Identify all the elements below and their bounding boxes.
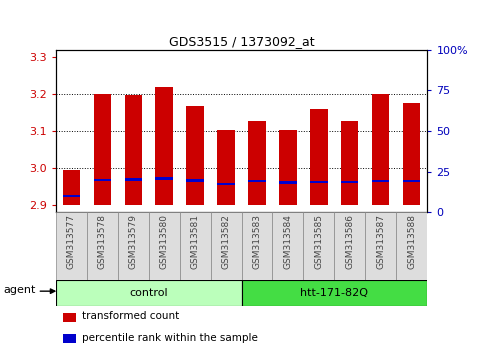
Bar <box>211 212 242 280</box>
Bar <box>94 179 111 182</box>
Bar <box>63 313 76 322</box>
Bar <box>56 280 242 306</box>
Text: GSM313585: GSM313585 <box>314 215 324 269</box>
Bar <box>311 109 327 205</box>
Bar <box>403 179 421 182</box>
Text: GSM313586: GSM313586 <box>345 215 355 269</box>
Bar <box>62 195 80 198</box>
Bar <box>403 103 421 205</box>
Bar <box>242 280 427 306</box>
Bar <box>248 179 266 182</box>
Text: GSM313587: GSM313587 <box>376 215 385 269</box>
Bar <box>117 212 149 280</box>
Text: GSM313584: GSM313584 <box>284 215 293 269</box>
Bar <box>56 212 86 280</box>
Bar <box>156 87 172 205</box>
Bar <box>149 212 180 280</box>
Text: GSM313577: GSM313577 <box>67 215 75 269</box>
Bar <box>280 182 297 184</box>
Bar <box>341 181 358 183</box>
Bar <box>248 121 266 205</box>
Bar <box>303 212 334 280</box>
Bar <box>186 106 203 205</box>
Bar <box>372 94 389 205</box>
Bar <box>63 334 76 343</box>
Title: GDS3515 / 1373092_at: GDS3515 / 1373092_at <box>169 35 314 48</box>
Text: GSM313583: GSM313583 <box>253 215 261 269</box>
Bar <box>217 183 235 185</box>
Bar <box>372 179 389 182</box>
Text: GSM313580: GSM313580 <box>159 215 169 269</box>
Text: percentile rank within the sample: percentile rank within the sample <box>82 333 257 343</box>
Bar <box>62 170 80 205</box>
Bar <box>242 212 272 280</box>
Bar <box>125 95 142 205</box>
Bar <box>280 130 297 205</box>
Text: GSM313581: GSM313581 <box>190 215 199 269</box>
Bar <box>366 212 397 280</box>
Bar <box>341 121 358 205</box>
Text: agent: agent <box>3 285 35 295</box>
Bar <box>217 130 235 205</box>
Text: GSM313579: GSM313579 <box>128 215 138 269</box>
Text: GSM313582: GSM313582 <box>222 215 230 269</box>
Text: GSM313578: GSM313578 <box>98 215 107 269</box>
Bar <box>180 212 211 280</box>
Bar <box>94 94 111 205</box>
Bar <box>156 177 172 180</box>
Text: htt-171-82Q: htt-171-82Q <box>300 288 369 298</box>
Text: transformed count: transformed count <box>82 312 179 321</box>
Bar <box>86 212 117 280</box>
Bar <box>186 179 203 182</box>
Text: control: control <box>129 288 168 298</box>
Bar <box>125 178 142 181</box>
Bar <box>311 181 327 183</box>
Text: GSM313588: GSM313588 <box>408 215 416 269</box>
Bar <box>272 212 303 280</box>
Bar <box>397 212 427 280</box>
Bar <box>334 212 366 280</box>
